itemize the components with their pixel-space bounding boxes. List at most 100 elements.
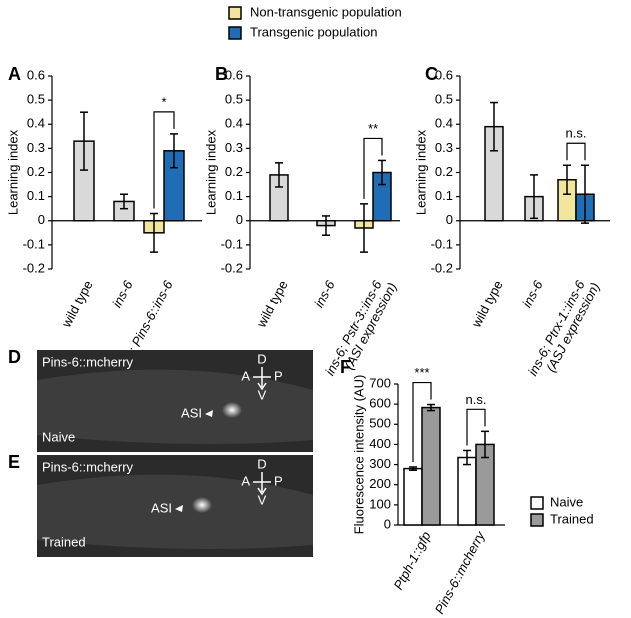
- significance-label: **: [368, 121, 378, 136]
- condition-label: Trained: [42, 534, 86, 549]
- y-tick-label: -0.2: [221, 260, 243, 275]
- error-bar: [378, 159, 386, 186]
- compass-label: V: [258, 387, 267, 402]
- y-tick-label: 0: [384, 516, 391, 531]
- y-tick-label: 0.6: [27, 67, 45, 82]
- panel-letter: A: [8, 64, 21, 84]
- significance-label: ***: [414, 365, 429, 380]
- error-bar: [490, 101, 498, 152]
- error-bar: [275, 162, 283, 188]
- y-tick-label: 0.3: [27, 140, 45, 155]
- error-bar: [322, 215, 330, 236]
- y-tick-label: 0.4: [27, 116, 45, 131]
- compass-arrow: [257, 487, 267, 496]
- worm-body: [37, 369, 313, 444]
- y-tick-label: 0.2: [435, 164, 453, 179]
- error-bar: [530, 174, 538, 220]
- compass-label: D: [257, 351, 266, 366]
- x-tick-label: Ptph-1::gfp: [391, 529, 434, 592]
- neuron-label: ASI: [181, 405, 202, 420]
- y-axis-label: Learning index: [413, 129, 428, 215]
- x-tick-label: wild type: [468, 278, 505, 331]
- bar: [403, 467, 423, 526]
- y-tick-label: 0.2: [225, 164, 243, 179]
- y-tick-label: 0: [38, 212, 45, 227]
- legend-label: Transgenic population: [250, 24, 377, 39]
- error-bar: [360, 203, 368, 253]
- y-tick-label: 0.5: [225, 92, 243, 107]
- y-tick-label: 0.1: [27, 188, 45, 203]
- y-tick-label: 0: [236, 212, 243, 227]
- error-bar: [463, 449, 471, 466]
- compass-arrow: [257, 382, 267, 391]
- x-tick-label: Pins-6::mcherry: [432, 528, 489, 617]
- y-tick-label: 600: [369, 396, 391, 411]
- error-bar: [170, 133, 178, 169]
- y-tick-label: 0.6: [435, 67, 453, 82]
- neuron-label: ASI: [151, 500, 172, 515]
- y-tick-label: 0.3: [435, 140, 453, 155]
- bar: [457, 456, 477, 526]
- error-bar: [150, 212, 158, 253]
- worm-body: [37, 474, 313, 549]
- error-bar: [427, 403, 435, 412]
- legend-label: Trained: [550, 511, 594, 526]
- error-bar: [563, 164, 571, 195]
- neuron-arrow: [175, 505, 183, 512]
- legend-swatch: [530, 496, 544, 510]
- y-tick-label: 300: [369, 456, 391, 471]
- error-bar: [481, 430, 489, 459]
- x-tick-label: ins-6: [109, 277, 136, 310]
- y-tick-label: 0.4: [225, 116, 243, 131]
- error-bar: [120, 193, 128, 210]
- significance-label: *: [161, 94, 166, 109]
- x-tick-label: ins-6: [519, 277, 546, 310]
- condition-label: Naive: [42, 429, 75, 444]
- legend-swatch: [228, 6, 242, 20]
- error-bar: [581, 164, 589, 224]
- y-tick-label: 100: [369, 496, 391, 511]
- image-label: Pins-6::mcherry: [42, 354, 134, 369]
- significance-bracket: [412, 381, 432, 462]
- panel-letter: F: [340, 357, 351, 377]
- compass-label: A: [241, 473, 250, 488]
- compass-label: P: [274, 368, 283, 383]
- y-tick-label: 0.3: [225, 140, 243, 155]
- y-tick-label: 0.2: [27, 164, 45, 179]
- compass-label: D: [257, 456, 266, 471]
- x-tick-label: wild type: [58, 278, 95, 331]
- significance-bracket: [153, 111, 175, 209]
- significance-bracket: [363, 137, 383, 199]
- error-bar: [80, 111, 88, 171]
- x-tick-label: ins-6: [311, 277, 338, 310]
- y-tick-label: 0.1: [435, 188, 453, 203]
- significance-label: n.s.: [566, 126, 587, 141]
- neuron-glow: [192, 497, 212, 513]
- legend-swatch: [530, 513, 544, 527]
- compass-label: A: [241, 368, 250, 383]
- y-tick-label: 700: [369, 375, 391, 390]
- legend-swatch: [228, 26, 242, 40]
- error-bar: [409, 466, 417, 471]
- y-tick-label: 200: [369, 476, 391, 491]
- panel-letter: B: [215, 64, 228, 84]
- y-tick-label: 0.6: [225, 67, 243, 82]
- significance-bracket: [566, 142, 586, 161]
- significance-bracket: [466, 408, 486, 446]
- y-axis-label: Learning index: [5, 129, 20, 215]
- y-tick-label: -0.2: [23, 260, 45, 275]
- neuron-arrow: [205, 410, 213, 417]
- y-tick-label: 0.1: [225, 188, 243, 203]
- panel-letter: D: [8, 347, 21, 367]
- panel-letter: C: [425, 64, 438, 84]
- neuron-glow: [222, 402, 242, 418]
- y-tick-label: 500: [369, 416, 391, 431]
- legend-label: Naive: [550, 494, 583, 509]
- y-tick-label: 0.5: [27, 92, 45, 107]
- y-tick-label: -0.1: [431, 236, 453, 251]
- x-tick-label: wild type: [253, 278, 290, 331]
- bar: [421, 406, 441, 526]
- y-tick-label: -0.2: [431, 260, 453, 275]
- panel-letter: E: [8, 452, 20, 472]
